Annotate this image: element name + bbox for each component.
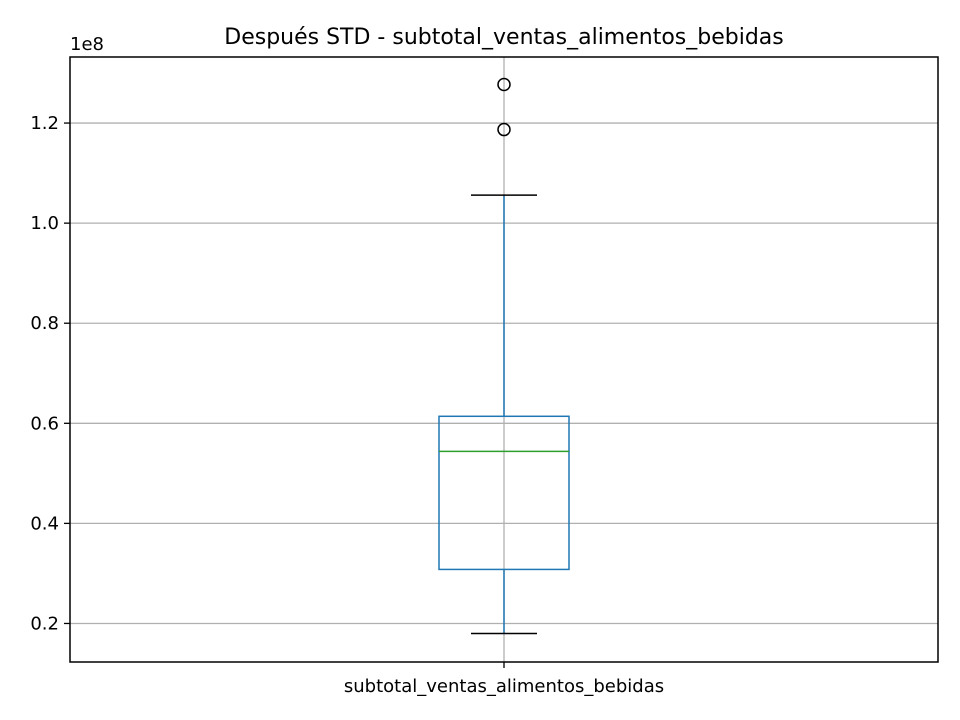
axes: 0.2 0.4 0.6 0.8 1.0 1.2 subtotal_ventas_alimen… (30, 56, 939, 697)
outlier-point (497, 77, 511, 92)
y-tick-label: 1.0 (30, 213, 59, 234)
x-tick-label: subtotal_ventas_alimentos_bebidas (344, 676, 664, 697)
y-tick-label: 0.6 (30, 413, 59, 434)
y-tick-label: 0.2 (30, 613, 59, 634)
y-offset-label: 1e8 (70, 34, 104, 55)
chart-title: Después STD - subtotal_ventas_alimentos_… (224, 25, 784, 50)
box-plot (438, 77, 570, 635)
y-tick-label: 0.8 (30, 313, 59, 334)
y-tick-label: 0.4 (30, 513, 59, 534)
interquartile-box (438, 415, 570, 571)
outlier-point (497, 122, 511, 137)
y-tick-label: 1.2 (30, 113, 59, 134)
